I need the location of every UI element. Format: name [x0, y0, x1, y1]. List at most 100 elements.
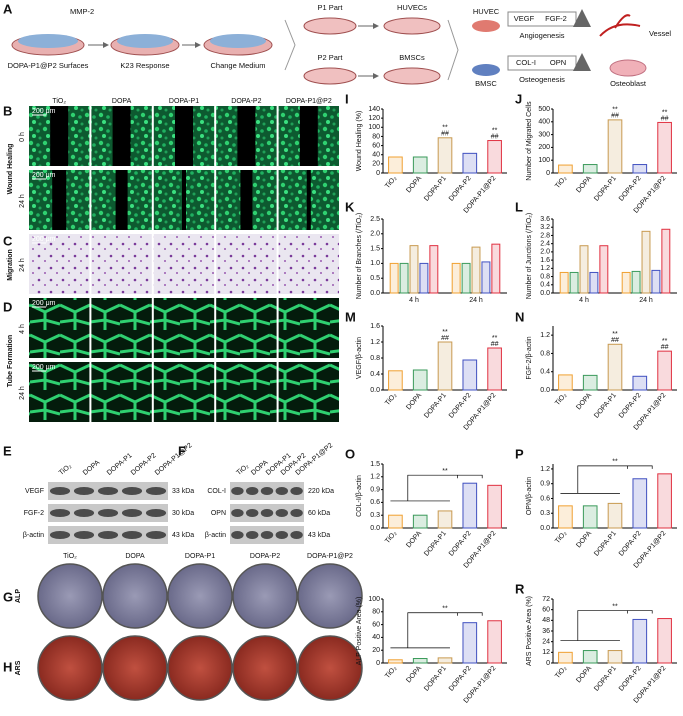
significance: **	[442, 468, 448, 475]
column-label: DOPA-P1@P2	[286, 98, 332, 105]
bar	[388, 514, 403, 529]
x-tick-label: DOPA-P1	[593, 530, 618, 558]
panel-letter: O	[345, 446, 355, 461]
x-tick-label: DOPA	[405, 530, 423, 550]
bracket	[560, 465, 653, 494]
y-tick-label: 0.8	[540, 273, 550, 280]
bar	[589, 271, 599, 294]
x-tick-label: TiO₂	[384, 392, 398, 407]
y-tick-label: 100	[368, 596, 380, 603]
x-tick-label: DOPA-P1	[423, 175, 448, 203]
y-tick-label: 0.6	[540, 495, 550, 502]
micrograph	[216, 298, 277, 358]
bar	[558, 505, 573, 529]
y-axis-title: OPN/β-actin	[526, 477, 533, 515]
x-tick-label: DOPA	[575, 392, 593, 412]
panel-letter: A	[3, 1, 13, 16]
significance: **	[442, 606, 448, 613]
bracket	[390, 474, 483, 502]
scratch-gap	[299, 106, 318, 166]
y-tick-label: 0.8	[540, 350, 550, 357]
size-label: 220 kDa	[308, 488, 334, 495]
significance: **	[442, 329, 448, 336]
band	[49, 509, 71, 517]
size-label: 60 kDa	[308, 510, 330, 517]
y-tick-label: 0.4	[540, 369, 550, 376]
band	[231, 487, 244, 495]
column-label: DOPA-P2	[231, 98, 261, 105]
dish	[383, 67, 441, 85]
label: BMSC	[475, 79, 497, 88]
significance: ##	[491, 341, 499, 348]
panel-letter: C	[3, 233, 13, 248]
significance: **	[492, 127, 498, 134]
band	[145, 509, 167, 517]
label: Osteogenesis	[519, 75, 565, 84]
x-tick-label: DOPA-P1	[593, 175, 618, 203]
bar	[558, 651, 573, 664]
x-tick-label: TiO₂	[384, 665, 398, 680]
osteoblast-icon	[609, 59, 647, 77]
row-label: 0 h	[19, 132, 26, 142]
bar	[461, 262, 471, 294]
y-tick-label: 140	[368, 106, 380, 113]
row-label: 4 h	[19, 324, 26, 334]
label: Angiogenesis	[519, 31, 564, 40]
x-tick-label: 24 h	[469, 297, 483, 304]
micrograph	[216, 362, 277, 422]
bar	[491, 243, 501, 294]
y-tick-label: 0.4	[370, 371, 380, 378]
scale-bar-label: 200 μm	[32, 300, 56, 307]
y-axis-title: ARS Positive Area (%)	[526, 596, 533, 666]
band	[121, 509, 143, 517]
band	[73, 509, 95, 517]
y-tick-label: 48	[542, 617, 550, 624]
bar	[632, 375, 648, 391]
panel-letter: H	[3, 659, 12, 674]
stained-well	[232, 635, 298, 701]
micrograph	[153, 234, 215, 294]
bar	[607, 650, 623, 664]
band	[73, 531, 95, 539]
bar	[607, 119, 623, 174]
x-tick-label: DOPA-P2	[448, 665, 473, 693]
bracket	[390, 612, 483, 649]
y-tick-label: 2.5	[370, 216, 380, 223]
scratch-gap	[175, 106, 193, 166]
band	[97, 531, 119, 539]
cell	[472, 64, 500, 76]
bar	[481, 261, 491, 294]
x-tick-label: TiO₂	[554, 392, 568, 407]
y-tick-label: 1.6	[370, 323, 380, 330]
significance: ##	[611, 113, 619, 120]
brace	[447, 19, 459, 81]
bar	[419, 262, 429, 294]
x-tick-label: DOPA-P2	[618, 175, 643, 203]
stained-well	[167, 563, 233, 629]
size-label: 43 kDa	[172, 532, 194, 539]
lane-label: DOPA-P1	[106, 452, 134, 477]
bar	[487, 140, 502, 174]
bar	[437, 137, 453, 174]
significance: **	[612, 603, 618, 610]
micrograph	[91, 234, 152, 294]
band	[245, 531, 259, 539]
panel-letter: G	[3, 589, 13, 604]
band	[49, 487, 71, 495]
lane-label: TiO₂	[58, 463, 73, 477]
micrograph	[278, 298, 339, 358]
bar	[412, 369, 428, 391]
protein-label: FGF-2	[24, 510, 44, 517]
bar	[388, 156, 403, 174]
y-tick-label: 40	[372, 634, 380, 641]
y-tick-label: 36	[542, 628, 550, 635]
micrograph	[91, 298, 152, 358]
y-tick-label: 1.2	[540, 466, 550, 473]
y-tick-label: 60	[372, 142, 380, 149]
dish-surface	[117, 34, 173, 48]
significance: **	[662, 109, 668, 116]
bracket	[560, 610, 653, 641]
x-tick-label: DOPA	[405, 175, 423, 195]
significance: **	[612, 331, 618, 338]
